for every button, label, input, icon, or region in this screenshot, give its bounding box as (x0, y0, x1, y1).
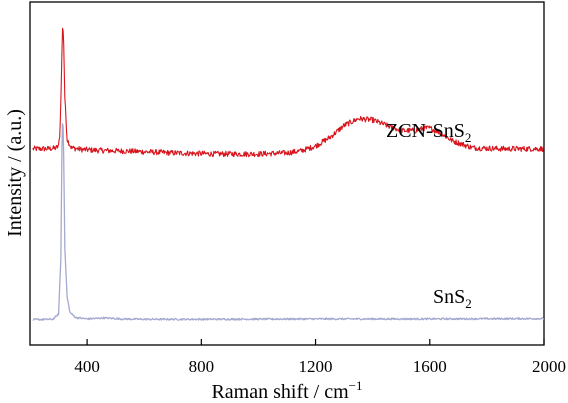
x-ticks: 400 800 1200 1600 2000 (74, 339, 566, 376)
series-label-sns2: SnS2 (433, 286, 472, 311)
x-axis-label: Raman shift / cm−1 (211, 378, 362, 403)
series-layer (32, 27, 545, 321)
series-line-sns2 (32, 123, 545, 321)
series-line-zcn-sns2 (32, 27, 545, 158)
plot-frame (29, 1, 545, 346)
x-tick-label: 800 (189, 357, 215, 376)
x-tick-label: 1200 (299, 357, 333, 376)
x-tick-label: 1600 (413, 357, 447, 376)
y-axis-label: Intensity / (a.u.) (4, 109, 26, 237)
series-label-zcn-sns2: ZCN-SnS2 (386, 120, 471, 145)
x-tick-label: 2000 (532, 357, 566, 376)
x-tick-label: 400 (74, 357, 100, 376)
